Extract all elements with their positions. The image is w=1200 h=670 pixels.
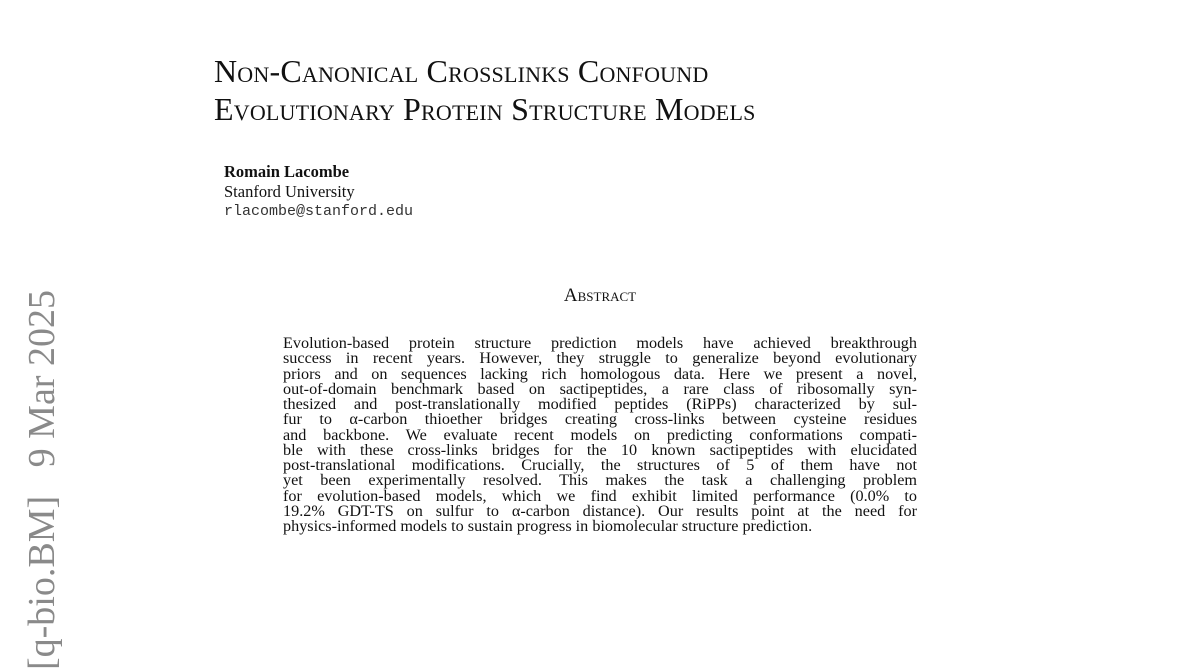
- title-line-2: Evolutionary Protein Structure Models: [214, 91, 756, 127]
- author-affiliation: Stanford University: [224, 182, 355, 201]
- abstract-line: post-translational modifications. Crucia…: [283, 456, 917, 474]
- author-name: Romain Lacombe: [224, 162, 350, 181]
- abstract-line: yet been experimentally resolved. This m…: [283, 471, 917, 490]
- author-block: Romain Lacombe Stanford University rlaco…: [224, 162, 413, 222]
- abstract-line: Evolution-based protein structure predic…: [283, 334, 917, 352]
- abstract-line: thesized and post-translationally modifi…: [283, 395, 917, 413]
- abstract-line: 19.2% GDT-TS on sulfur to α-carbon dista…: [283, 501, 917, 520]
- abstract-line: physics-informed models to sustain progr…: [283, 517, 813, 535]
- paper-title: Non-Canonical Crosslinks Confound Evolut…: [214, 52, 756, 128]
- abstract-line: ble with these cross-links bridges for t…: [283, 440, 917, 459]
- abstract-line: success in recent years. However, they s…: [283, 349, 917, 368]
- abstract-line: and backbone. We evaluate recent models …: [283, 425, 917, 444]
- author-email: rlacombe@stanford.edu: [224, 203, 414, 220]
- abstract-body: Evolution-based protein structure predic…: [283, 334, 917, 535]
- abstract-line: priors and on sequences lacking rich hom…: [283, 364, 917, 383]
- title-line-1: Non-Canonical Crosslinks Confound: [214, 53, 709, 89]
- abstract-line: out-of-domain benchmark based on sactipe…: [283, 379, 917, 398]
- abstract-line: fur to α-carbon thioether bridges creati…: [283, 410, 917, 429]
- abstract-line: for evolution-based models, which we fin…: [283, 486, 917, 505]
- arxiv-sidebar-stamp: [q-bio.BM] 9 Mar 2025: [21, 290, 63, 670]
- abstract-heading: Abstract: [563, 285, 637, 306]
- arxiv-sidebar-text: [q-bio.BM] 9 Mar 2025: [21, 290, 63, 670]
